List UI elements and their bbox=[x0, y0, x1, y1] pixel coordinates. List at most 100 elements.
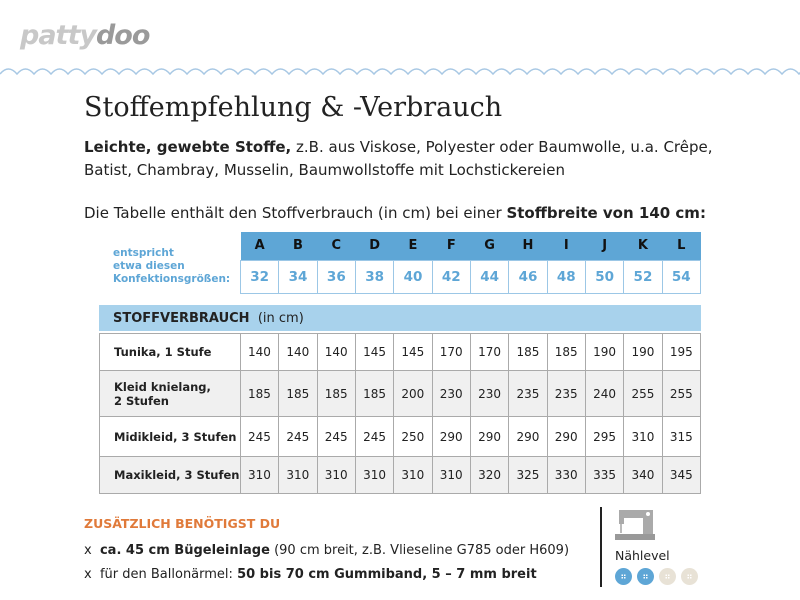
size-number: 48 bbox=[546, 259, 586, 294]
cell: 310 bbox=[278, 456, 318, 494]
cell: 315 bbox=[661, 416, 702, 457]
size-number: 42 bbox=[431, 259, 471, 294]
cell: 170 bbox=[469, 333, 510, 371]
cell: 330 bbox=[546, 456, 586, 494]
cell: 140 bbox=[278, 333, 318, 371]
size-letter: J bbox=[585, 232, 624, 260]
cell: 245 bbox=[278, 416, 318, 457]
cell: 145 bbox=[393, 333, 433, 371]
cell: 335 bbox=[584, 456, 625, 494]
cell: 185 bbox=[546, 333, 586, 371]
cell: 290 bbox=[508, 416, 548, 457]
size-letter: H bbox=[508, 232, 548, 260]
cell: 140 bbox=[239, 333, 280, 371]
cell: 310 bbox=[393, 456, 433, 494]
cell: 240 bbox=[584, 370, 625, 417]
row-label: Tunika, 1 Stufe bbox=[99, 333, 241, 371]
cell: 255 bbox=[661, 370, 702, 417]
cell: 245 bbox=[354, 416, 395, 457]
cell: 140 bbox=[316, 333, 356, 371]
cell: 325 bbox=[508, 456, 548, 494]
size-number: 36 bbox=[316, 259, 356, 294]
cell: 185 bbox=[354, 370, 395, 417]
wave-divider bbox=[0, 68, 800, 76]
cell: 200 bbox=[393, 370, 433, 417]
sewing-button-icon bbox=[681, 568, 698, 585]
cell: 145 bbox=[354, 333, 395, 371]
extra-item: x ca. 45 cm Bügeleinlage (90 cm breit, z… bbox=[84, 543, 570, 558]
cell: 345 bbox=[661, 456, 702, 494]
size-letter: G bbox=[470, 232, 509, 260]
size-number: 32 bbox=[239, 259, 280, 294]
cell: 310 bbox=[354, 456, 395, 494]
cell: 310 bbox=[431, 456, 471, 494]
sewing-level-label: Nählevel bbox=[615, 548, 670, 563]
cell: 170 bbox=[431, 333, 471, 371]
logo: pattydoo bbox=[20, 20, 150, 51]
table-row: Maxikleid, 3 Stufen 310 310 310 310 310 310 320… bbox=[99, 456, 702, 494]
size-number: 44 bbox=[469, 259, 510, 294]
table-row: Midikleid, 3 Stufen 245 245 245 245 250 290 290… bbox=[99, 416, 702, 457]
cell: 235 bbox=[508, 370, 548, 417]
cell: 190 bbox=[623, 333, 663, 371]
cell: 310 bbox=[623, 416, 663, 457]
cell: 245 bbox=[316, 416, 356, 457]
size-number: 50 bbox=[584, 259, 625, 294]
table-row: Kleid knielang, 2 Stufen 185 185 185 185 200 2… bbox=[99, 370, 702, 417]
size-label: entspricht etwa diesen Konfektionsgrößen: bbox=[113, 247, 231, 285]
table-intro: Die Tabelle enthält den Stoffverbrauch (… bbox=[84, 204, 706, 222]
size-number: 52 bbox=[623, 259, 663, 294]
cell: 295 bbox=[584, 416, 625, 457]
table-row: Tunika, 1 Stufe 140 140 140 145 145 170 170 185 1… bbox=[99, 333, 702, 371]
cell: 310 bbox=[239, 456, 280, 494]
fabric-recommendation: Leichte, gewebte Stoffe, z.B. aus Viskos… bbox=[84, 138, 713, 179]
size-letter: K bbox=[623, 232, 663, 260]
page-title: Stoffempfehlung & -Verbrauch bbox=[84, 92, 503, 123]
cell: 185 bbox=[278, 370, 318, 417]
divider bbox=[600, 507, 602, 587]
sewing-button-icon bbox=[637, 568, 654, 585]
size-letter: A bbox=[240, 232, 279, 260]
cell: 340 bbox=[623, 456, 663, 494]
size-number: 34 bbox=[278, 259, 318, 294]
cell: 290 bbox=[431, 416, 471, 457]
sewing-button-icon bbox=[615, 568, 632, 585]
cell: 255 bbox=[623, 370, 663, 417]
size-letter: C bbox=[317, 232, 356, 260]
sewing-level-rating bbox=[615, 568, 698, 585]
cell: 185 bbox=[239, 370, 280, 417]
consumption-table: Tunika, 1 Stufe 140 140 140 145 145 170 170 185 1… bbox=[99, 333, 702, 494]
sewing-button-icon bbox=[659, 568, 676, 585]
cell: 290 bbox=[469, 416, 510, 457]
size-letter: I bbox=[547, 232, 586, 260]
cell: 250 bbox=[393, 416, 433, 457]
cell: 235 bbox=[546, 370, 586, 417]
size-number: 54 bbox=[661, 259, 702, 294]
size-letter: F bbox=[432, 232, 471, 260]
size-letter: D bbox=[355, 232, 394, 260]
cell: 290 bbox=[546, 416, 586, 457]
cell: 195 bbox=[661, 333, 702, 371]
size-letter: E bbox=[393, 232, 433, 260]
cell: 230 bbox=[469, 370, 510, 417]
cell: 190 bbox=[584, 333, 625, 371]
consumption-header: STOFFVERBRAUCH (in cm) bbox=[99, 305, 701, 331]
row-label: Kleid knielang, 2 Stufen bbox=[99, 370, 241, 417]
size-number: 38 bbox=[354, 259, 395, 294]
cell: 320 bbox=[469, 456, 510, 494]
extras-title: ZUSÄTZLICH BENÖTIGST DU bbox=[84, 516, 281, 531]
size-number: 40 bbox=[393, 259, 433, 294]
size-table: A B C D E F G H I J K L 32 34 36 38 40 42 44 46 48 50 52 54 bbox=[239, 232, 702, 294]
row-label: Midikleid, 3 Stufen bbox=[99, 416, 241, 457]
cell: 185 bbox=[508, 333, 548, 371]
cell: 245 bbox=[239, 416, 280, 457]
cell: 185 bbox=[316, 370, 356, 417]
extra-item: x für den Ballonärmel: 50 bis 70 cm Gumm… bbox=[84, 567, 537, 582]
sewing-machine-icon bbox=[615, 510, 655, 540]
cell: 310 bbox=[316, 456, 356, 494]
size-number: 46 bbox=[508, 259, 548, 294]
cell: 230 bbox=[431, 370, 471, 417]
size-letter: B bbox=[278, 232, 318, 260]
row-label: Maxikleid, 3 Stufen bbox=[99, 456, 241, 494]
size-letter: L bbox=[662, 232, 701, 260]
